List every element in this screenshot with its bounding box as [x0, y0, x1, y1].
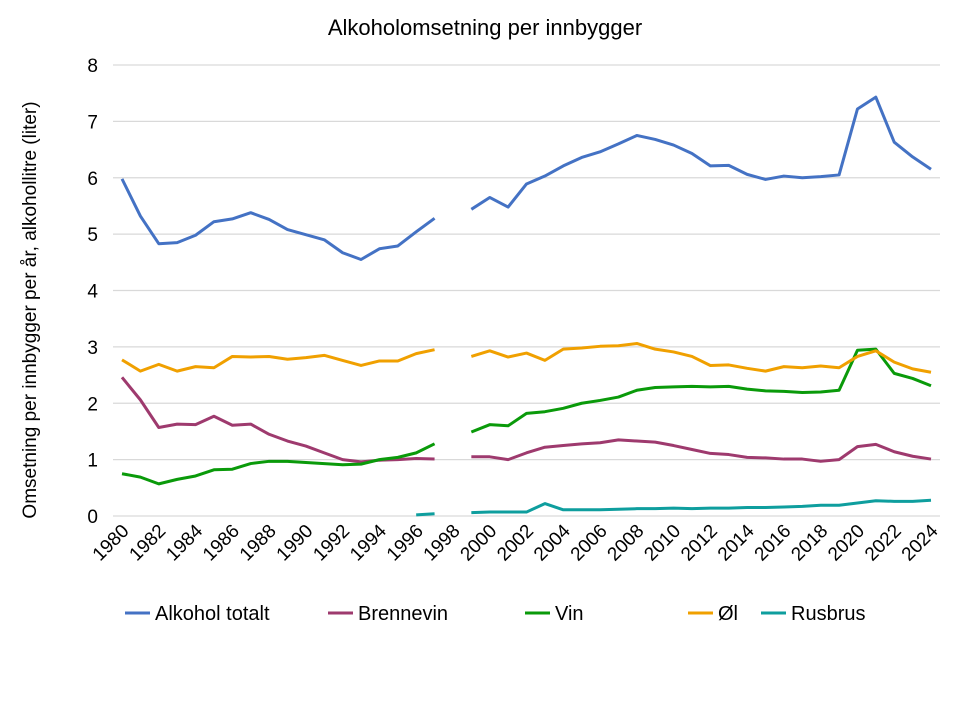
y-tick-label: 4: [87, 282, 98, 303]
y-tick-label: 7: [87, 112, 98, 133]
x-tick-label: 2016: [751, 521, 796, 566]
x-tick-label: 2022: [861, 521, 906, 566]
legend-item: Øl: [688, 603, 738, 625]
legend-label: Øl: [718, 603, 738, 625]
legend: Alkohol totalt Brennevin Vin Øl Rusbrus: [125, 603, 865, 625]
legend-item: Alkohol totalt: [125, 603, 270, 625]
x-tick-label: 2002: [493, 521, 538, 566]
x-axis-ticks: 1980198219841986198819901992199419961998…: [89, 520, 943, 565]
series-line-øl: [121, 348, 435, 373]
legend-item: Rusbrus: [761, 603, 865, 625]
y-tick-label: 2: [87, 394, 98, 415]
y-tick-label: 5: [87, 225, 98, 246]
x-tick-label: 1998: [420, 521, 465, 566]
y-tick-label: 1: [87, 451, 98, 472]
series-line-brennevin: [471, 438, 932, 463]
x-tick-label: 2000: [457, 521, 502, 566]
y-tick-label: 8: [87, 56, 98, 77]
x-tick-label: 1992: [309, 521, 354, 566]
x-tick-label: 2024: [898, 520, 943, 565]
y-tick-label: 3: [87, 338, 98, 359]
chart-title: Alkoholomsetning per innbygger: [328, 15, 642, 40]
x-tick-label: 1984: [162, 520, 207, 565]
x-tick-label: 1996: [383, 521, 428, 566]
x-tick-label: 2012: [677, 521, 722, 566]
y-tick-label: 0: [87, 507, 98, 528]
x-tick-label: 2008: [604, 521, 649, 566]
series-line-øl: [470, 341, 932, 374]
legend-label: Rusbrus: [791, 603, 865, 625]
series-lines: [120, 95, 932, 517]
x-tick-label: 2010: [640, 521, 685, 566]
x-tick-label: 1994: [346, 520, 391, 565]
series-line-alkohol-totalt: [470, 95, 932, 211]
legend-label: Brennevin: [358, 603, 448, 625]
legend-label: Alkohol totalt: [155, 603, 270, 625]
y-axis-title: Omsetning per innbygger per år, alkoholl…: [20, 101, 41, 518]
x-tick-label: 1990: [273, 521, 318, 566]
series-line-brennevin: [120, 376, 435, 464]
x-tick-label: 2006: [567, 521, 612, 566]
legend-label: Vin: [555, 603, 584, 625]
x-tick-label: 1986: [199, 521, 244, 566]
x-tick-label: 2014: [714, 520, 759, 565]
series-line-rusbrus: [471, 498, 932, 515]
series-line-rusbrus: [416, 512, 435, 517]
x-tick-label: 1982: [126, 521, 171, 566]
x-tick-label: 2020: [824, 521, 869, 566]
series-line-vin: [121, 442, 436, 486]
x-tick-label: 2004: [530, 520, 575, 565]
y-tick-label: 6: [87, 169, 98, 190]
x-tick-label: 2018: [787, 521, 832, 566]
gridlines: [113, 64, 940, 517]
x-tick-label: 1988: [236, 521, 281, 566]
y-axis-ticks: 0 1 2 3 4 5 6 7 8: [87, 56, 98, 528]
series-line-alkohol-totalt: [120, 178, 436, 261]
legend-item: Brennevin: [328, 603, 448, 625]
legend-item: Vin: [525, 603, 584, 625]
